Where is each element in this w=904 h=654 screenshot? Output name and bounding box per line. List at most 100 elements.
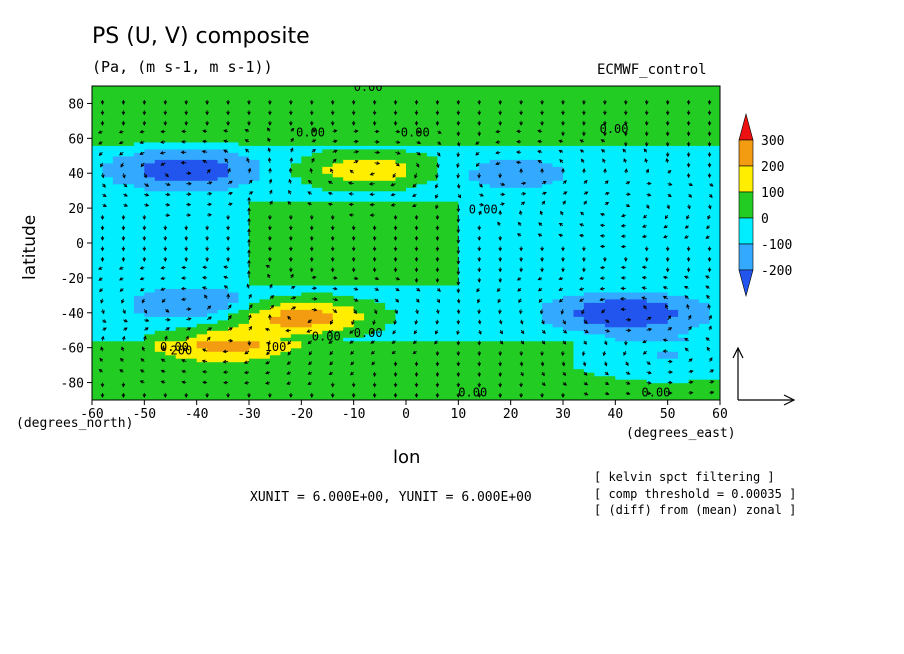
- field-cell: [175, 145, 187, 150]
- field-cell: [646, 183, 658, 188]
- field-cell: [604, 361, 616, 366]
- field-cell: [657, 351, 669, 356]
- field-cell: [500, 124, 512, 129]
- field-cell: [102, 295, 114, 300]
- field-cell: [249, 284, 261, 289]
- field-cell: [133, 141, 145, 146]
- field-cell: [144, 250, 156, 255]
- field-cell: [228, 263, 240, 268]
- field-cell: [542, 211, 554, 216]
- field-cell: [447, 239, 459, 244]
- field-cell: [489, 295, 501, 300]
- field-cell: [510, 211, 522, 216]
- field-cell: [563, 277, 575, 282]
- field-cell: [228, 141, 240, 146]
- field-cell: [196, 253, 208, 258]
- field-cell: [207, 253, 219, 258]
- field-cell: [364, 375, 376, 380]
- field-cell: [228, 267, 240, 272]
- field-cell: [416, 162, 428, 167]
- field-cell: [594, 152, 606, 157]
- field-cell: [133, 187, 145, 192]
- field-cell: [395, 106, 407, 111]
- field-cell: [552, 312, 564, 317]
- field-cell: [479, 197, 491, 202]
- field-cell: [374, 302, 386, 307]
- field-cell: [374, 257, 386, 262]
- field-cell: [269, 270, 281, 275]
- field-cell: [133, 159, 145, 164]
- field-cell: [594, 159, 606, 164]
- field-cell: [123, 246, 135, 251]
- field-cell: [437, 236, 449, 241]
- field-cell: [269, 180, 281, 185]
- field-cell: [186, 305, 198, 310]
- field-cell: [207, 375, 219, 380]
- field-cell: [332, 197, 344, 202]
- field-cell: [322, 386, 334, 391]
- field-cell: [667, 340, 679, 345]
- field-cell: [364, 330, 376, 335]
- field-cell: [510, 176, 522, 181]
- field-cell: [175, 159, 187, 164]
- field-cell: [238, 145, 250, 150]
- field-cell: [604, 257, 616, 262]
- field-cell: [217, 194, 229, 199]
- field-cell: [123, 225, 135, 230]
- field-cell: [468, 176, 480, 181]
- field-cell: [353, 222, 365, 227]
- field-cell: [269, 302, 281, 307]
- field-cell: [406, 194, 418, 199]
- field-cell: [144, 323, 156, 328]
- field-cell: [364, 159, 376, 164]
- field-cell: [175, 197, 187, 202]
- field-cell: [406, 274, 418, 279]
- field-cell: [447, 340, 459, 345]
- field-cell: [542, 148, 554, 153]
- field-cell: [573, 103, 585, 108]
- field-cell: [657, 222, 669, 227]
- field-cell: [301, 103, 313, 108]
- field-cell: [479, 134, 491, 139]
- field-cell: [657, 312, 669, 317]
- field-cell: [343, 288, 355, 293]
- field-cell: [165, 263, 177, 268]
- field-cell: [133, 183, 145, 188]
- field-cell: [332, 215, 344, 220]
- field-cell: [646, 117, 658, 122]
- field-cell: [269, 333, 281, 338]
- field-cell: [249, 145, 261, 150]
- field-cell: [636, 386, 648, 391]
- field-cell: [542, 162, 554, 167]
- field-cell: [458, 382, 470, 387]
- field-cell: [228, 316, 240, 321]
- field-cell: [521, 229, 533, 234]
- field-cell: [594, 281, 606, 286]
- field-cell: [144, 358, 156, 363]
- field-cell: [322, 284, 334, 289]
- field-cell: [447, 250, 459, 255]
- field-cell: [573, 86, 585, 91]
- field-cell: [301, 159, 313, 164]
- field-cell: [500, 382, 512, 387]
- field-cell: [552, 152, 564, 157]
- field-cell: [311, 312, 323, 317]
- field-cell: [165, 267, 177, 272]
- field-cell: [521, 218, 533, 223]
- field-cell: [280, 295, 292, 300]
- field-cell: [238, 134, 250, 139]
- field-cell: [531, 312, 543, 317]
- field-cell: [458, 201, 470, 206]
- field-cell: [123, 305, 135, 310]
- field-cell: [322, 215, 334, 220]
- field-cell: [583, 127, 595, 132]
- field-cell: [406, 155, 418, 160]
- field-cell: [416, 389, 428, 394]
- field-cell: [133, 215, 145, 220]
- field-cell: [175, 246, 187, 251]
- field-cell: [301, 277, 313, 282]
- field-cell: [175, 354, 187, 359]
- field-cell: [458, 236, 470, 241]
- field-cell: [583, 379, 595, 384]
- field-cell: [500, 236, 512, 241]
